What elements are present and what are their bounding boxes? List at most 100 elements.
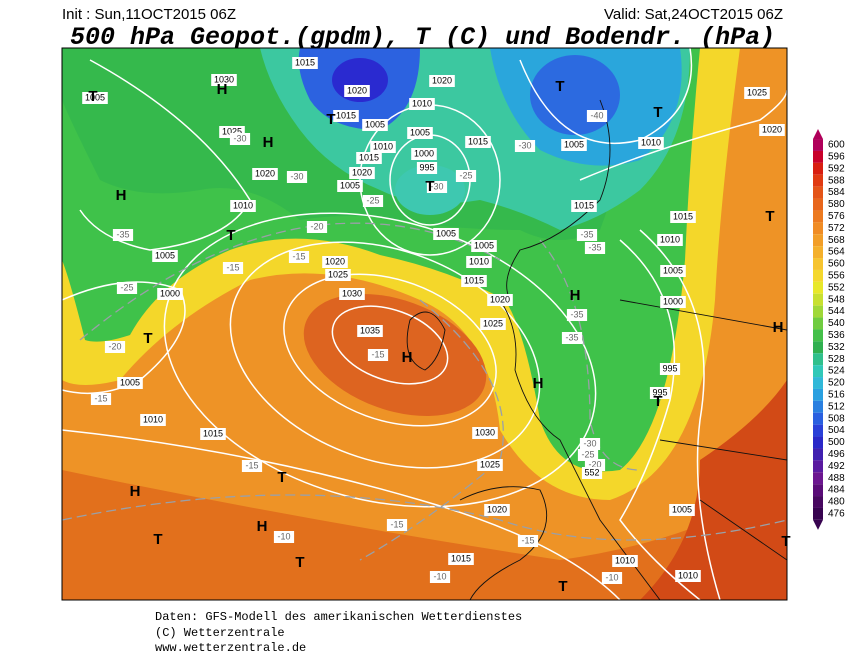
label-box (200, 428, 226, 440)
temperature-label: -30 (583, 438, 596, 448)
isobars (62, 48, 787, 600)
label-box (337, 180, 363, 192)
colorbar-swatch (813, 460, 823, 473)
colorbar-label: 476 (828, 509, 845, 520)
pressure-center: T (153, 531, 162, 548)
label-box (471, 240, 497, 252)
colorbar-label: 500 (828, 437, 845, 448)
colorbar-label: 524 (828, 366, 845, 377)
colorbar-swatch (813, 186, 823, 199)
colorbar-swatch (813, 365, 823, 378)
colorbar-label: 496 (828, 449, 845, 460)
label-box (370, 141, 396, 153)
label-box (362, 119, 388, 131)
colorbar-label: 592 (828, 163, 845, 174)
colorbar-label: 600 (828, 140, 845, 151)
pressure-center: T (295, 554, 304, 571)
label-box (429, 75, 455, 87)
pressure-label: 1020 (325, 256, 345, 266)
colorbar-swatch (813, 317, 823, 330)
colorbar-label: 568 (828, 235, 845, 246)
label-box (660, 296, 686, 308)
temperature-label: -40 (590, 110, 603, 120)
pressure-label: 1015 (295, 57, 315, 67)
label-box (566, 309, 588, 321)
label-box (367, 349, 389, 361)
temperature-label: -35 (580, 229, 593, 239)
colorbar-swatch (813, 484, 823, 497)
label-box (586, 110, 608, 122)
temperature-label: -15 (521, 535, 534, 545)
pressure-label: 1020 (255, 168, 275, 178)
colorbar-swatch (813, 400, 823, 413)
label-box (140, 414, 166, 426)
map-title: 500 hPa Geopot.(gpdm), T (C) und Bodendr… (70, 23, 775, 52)
pressure-center: H (217, 81, 228, 98)
colorbar: 6005965925885845805765725685645605565525… (813, 129, 845, 530)
pressure-center: H (402, 349, 413, 366)
pressure-label: 1015 (203, 428, 223, 438)
pressure-center: T (88, 88, 97, 105)
label-box (472, 427, 498, 439)
label-box (638, 137, 664, 149)
pressure-center: T (555, 78, 564, 95)
pressure-center: T (558, 578, 567, 595)
pressure-label: 1015 (464, 275, 484, 285)
colorbar-swatch (813, 388, 823, 401)
colorbar-swatch (813, 353, 823, 366)
pressure-label: 1010 (143, 414, 163, 424)
label-box (306, 221, 328, 233)
label-box (675, 570, 701, 582)
pressure-label: 995 (662, 363, 677, 373)
temperature-label: -10 (277, 531, 290, 541)
label-box (657, 234, 683, 246)
temperature-label: -30 (518, 140, 531, 150)
colorbar-swatch (813, 448, 823, 461)
label-box (466, 256, 492, 268)
label-box (579, 438, 601, 450)
colorbar-label: 484 (828, 485, 845, 496)
temperature-label: -20 (108, 341, 121, 351)
colorbar-label: 576 (828, 211, 845, 222)
label-box (322, 256, 348, 268)
label-box (230, 200, 256, 212)
colorbar-label: 548 (828, 294, 845, 305)
colorbar-label: 556 (828, 271, 845, 282)
pressure-center: H (570, 287, 581, 304)
label-box (477, 459, 503, 471)
colorbar-label: 540 (828, 318, 845, 329)
pressure-label: 1035 (360, 325, 380, 335)
pressure-center: T (653, 104, 662, 121)
label-box (386, 519, 408, 531)
label-box (480, 318, 506, 330)
label-box (349, 167, 375, 179)
label-box (344, 85, 370, 97)
colorbar-cap (813, 129, 823, 140)
footer-copyright: (C) Wetterzentrale (155, 626, 285, 640)
colorbar-label: 488 (828, 473, 845, 484)
colorbar-label: 584 (828, 187, 845, 198)
pressure-label: 1005 (474, 240, 494, 250)
pressure-label: 995 (419, 162, 434, 172)
pressure-label: 1010 (615, 555, 635, 565)
pressure-label: 1005 (365, 119, 385, 129)
temperature-label: -20 (310, 221, 323, 231)
colorbar-swatch (813, 258, 823, 270)
pressure-center: T (226, 227, 235, 244)
temperature-label: -35 (116, 229, 129, 239)
colorbar-label: 560 (828, 259, 845, 270)
pressure-label: 1010 (412, 98, 432, 108)
pressure-center: H (773, 319, 784, 336)
colorbar-swatch (813, 198, 823, 211)
temperature-label: -30 (233, 133, 246, 143)
pressure-label: 1005 (120, 377, 140, 387)
pressure-label: 1030 (475, 427, 495, 437)
label-box (660, 265, 686, 277)
label-box (576, 229, 598, 241)
pressure-label: 1025 (222, 126, 242, 136)
label-box (571, 200, 597, 212)
label-box (222, 262, 244, 274)
colorbar-swatch (813, 162, 823, 175)
label-box (670, 211, 696, 223)
pressure-label: 1005 (564, 139, 584, 149)
